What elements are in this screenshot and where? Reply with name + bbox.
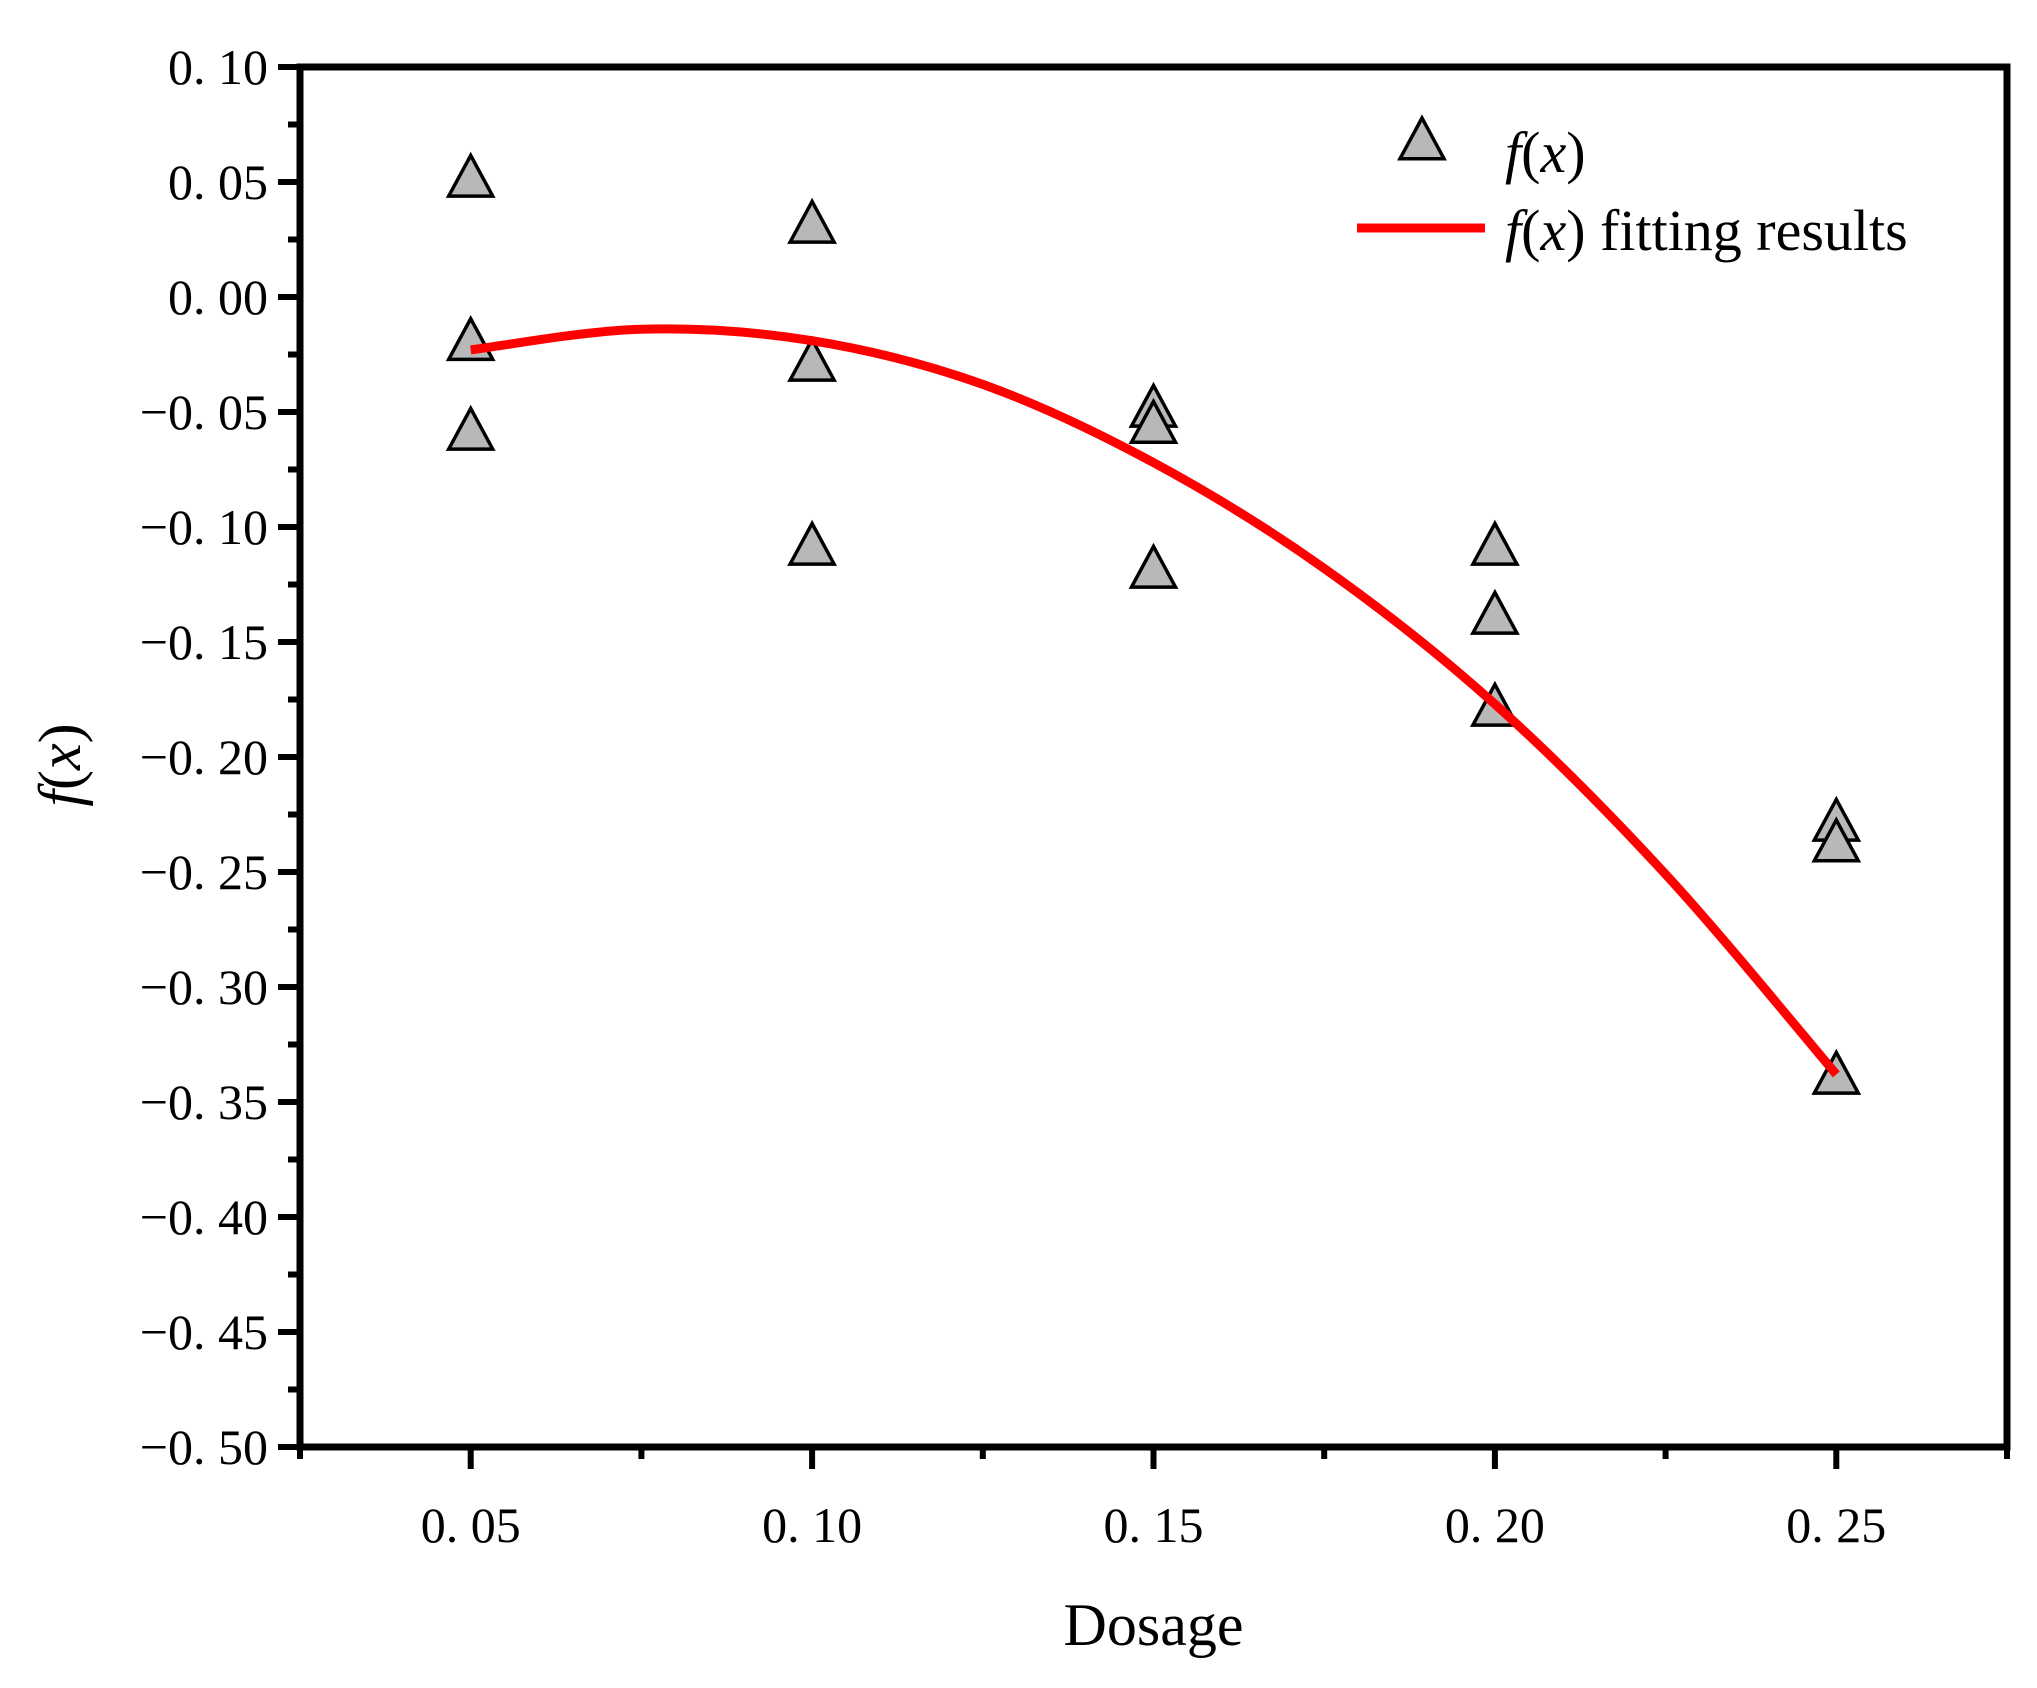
legend-label: f(x) xyxy=(1505,120,1586,185)
data-point xyxy=(787,197,838,244)
legend-label-paren-open: ( xyxy=(1521,198,1540,263)
y-axis-title-paren-open: ( xyxy=(27,770,93,790)
x-tick-label: 0. 25 xyxy=(1786,1497,1886,1553)
y-axis-title-paren-close: ) xyxy=(27,723,93,743)
data-point xyxy=(1469,588,1520,635)
legend-label-paren-open: ( xyxy=(1521,120,1540,185)
plot-area xyxy=(445,151,1862,1095)
x-tick-label: 0. 10 xyxy=(762,1497,862,1553)
x-tick-label: 0. 05 xyxy=(421,1497,521,1553)
y-tick-label: −0. 30 xyxy=(140,959,268,1015)
x-tick-label: 0. 20 xyxy=(1445,1497,1545,1553)
y-tick-label: 0. 10 xyxy=(168,39,268,95)
data-point xyxy=(787,519,838,566)
data-point xyxy=(787,335,838,382)
data-point xyxy=(1128,397,1179,444)
y-tick-label: −0. 15 xyxy=(140,614,268,670)
plot-frame xyxy=(296,63,2011,1451)
legend-label-paren-close: ) xyxy=(1566,198,1585,263)
y-tick-label: −0. 50 xyxy=(140,1419,268,1475)
y-tick-label: −0. 25 xyxy=(140,844,268,900)
data-point xyxy=(1811,816,1862,863)
y-tick-label: −0. 20 xyxy=(140,729,268,785)
axes: 0. 10 0. 05 0. 00 −0. 05 −0. 10 −0. 15 −0. 20 −… xyxy=(27,39,2011,1658)
legend-label-var: x xyxy=(1539,120,1566,185)
legend-label-var: x xyxy=(1539,198,1566,263)
y-tick-label: −0. 35 xyxy=(140,1074,268,1130)
legend-label-suffix: fitting results xyxy=(1586,198,1908,263)
legend: f(x) f(x) fitting results xyxy=(1357,114,1908,263)
y-tick-label: 0. 05 xyxy=(168,154,268,210)
data-point xyxy=(445,151,496,198)
y-tick-label: −0. 10 xyxy=(140,499,268,555)
legend-label-paren-close: ) xyxy=(1566,120,1585,185)
data-point xyxy=(1469,519,1520,566)
data-point xyxy=(445,404,496,451)
y-tick-label: 0. 00 xyxy=(168,269,268,325)
y-axis-title-var: x xyxy=(27,743,93,771)
legend-label: f(x) fitting results xyxy=(1505,198,1908,263)
data-point xyxy=(445,315,496,362)
x-tick-label: 0. 15 xyxy=(1104,1497,1204,1553)
data-point xyxy=(1128,542,1179,589)
legend-marker-scatter xyxy=(1397,114,1447,161)
x-axis-title: Dosage xyxy=(1064,1592,1244,1658)
y-tick-label: −0. 40 xyxy=(140,1189,268,1245)
y-axis-title: f(x) xyxy=(27,723,93,806)
y-tick-label: −0. 45 xyxy=(140,1304,268,1360)
fit-curve xyxy=(470,324,1840,1078)
y-tick-label: −0. 05 xyxy=(140,384,268,440)
